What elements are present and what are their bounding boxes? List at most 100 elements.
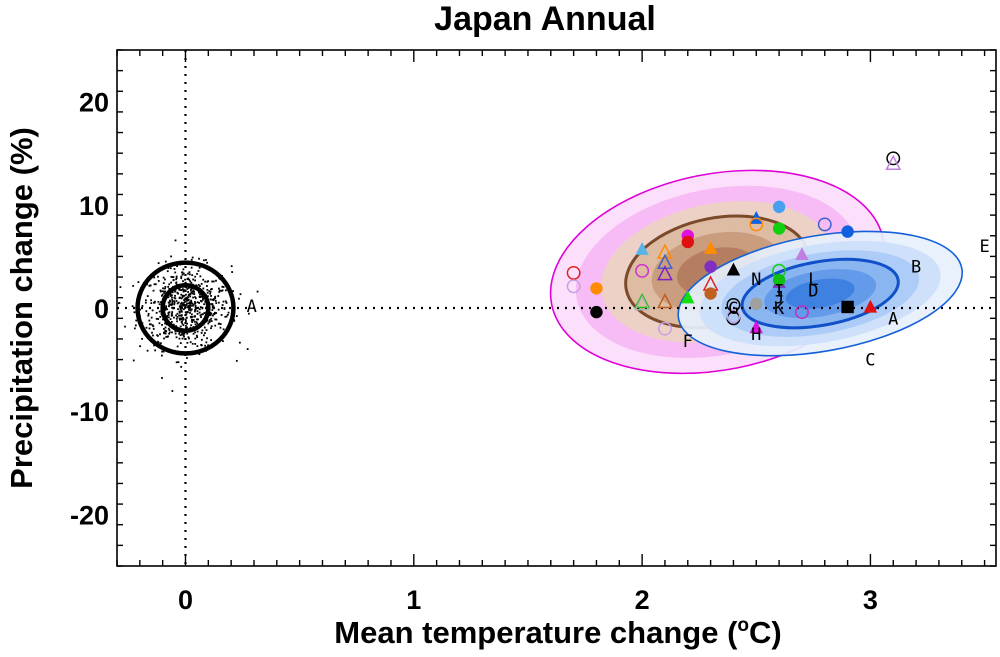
noise-dot xyxy=(209,292,212,295)
noise-dot xyxy=(152,328,155,330)
y-axis-title: Precipitation change (%) xyxy=(4,127,39,489)
noise-dot xyxy=(164,285,167,288)
noise-dot xyxy=(165,335,168,338)
noise-dot xyxy=(186,332,189,335)
noise-dot xyxy=(174,290,176,293)
plot-content: A B C D E F GH IJK L N A xyxy=(117,50,996,566)
noise-dot xyxy=(182,316,184,319)
data-point-triangle xyxy=(635,241,649,255)
noise-dot xyxy=(163,290,166,293)
noise-dot xyxy=(219,323,222,325)
noise-dot xyxy=(185,304,188,306)
noise-dot xyxy=(188,271,191,274)
noise-dot xyxy=(184,278,186,281)
noise-dot xyxy=(159,342,162,345)
noise-dot xyxy=(200,316,202,319)
letter-label: D xyxy=(808,281,818,301)
data-point-triangle xyxy=(703,240,718,254)
noise-dot xyxy=(187,307,190,309)
noise-dot xyxy=(192,304,194,307)
noise-dot xyxy=(166,308,169,311)
noise-dot xyxy=(180,301,183,304)
noise-dot xyxy=(176,320,178,323)
letter-label: I xyxy=(774,281,784,301)
noise-dot xyxy=(201,329,204,332)
noise-dot xyxy=(205,259,207,261)
noise-dot xyxy=(180,306,182,309)
noise-dot xyxy=(161,350,163,353)
noise-dot xyxy=(191,292,194,295)
noise-dot xyxy=(164,307,167,309)
noise-dot xyxy=(181,304,184,307)
noise-dot xyxy=(158,310,161,313)
noise-dot xyxy=(196,301,199,304)
data-point-triangle xyxy=(885,154,902,170)
noise-dot xyxy=(199,306,202,309)
noise-dot xyxy=(193,315,196,318)
noise-dot xyxy=(134,324,137,327)
noise-dot xyxy=(178,311,181,314)
noise-dot xyxy=(186,357,188,359)
noise-dot xyxy=(186,299,189,302)
noise-dot xyxy=(188,309,190,311)
noise-dot xyxy=(186,302,188,305)
noise-dot xyxy=(190,299,193,302)
noise-dot xyxy=(180,314,183,316)
noise-dot xyxy=(173,296,176,299)
noise-dot xyxy=(184,338,187,341)
noise-dot xyxy=(210,303,213,305)
noise-dot xyxy=(197,270,200,272)
noise-dot xyxy=(178,332,181,335)
data-point-triangle xyxy=(634,295,651,311)
noise-dot xyxy=(203,303,206,306)
noise-dot xyxy=(183,332,186,335)
noise-dot xyxy=(150,323,152,326)
noise-dot xyxy=(183,299,185,301)
noise-dot xyxy=(189,289,192,292)
data-point-triangle xyxy=(657,292,673,309)
noise-dot xyxy=(180,309,183,312)
noise-dot xyxy=(210,320,213,322)
noise-dot xyxy=(157,318,160,320)
noise-dot xyxy=(195,307,198,310)
noise-dot xyxy=(171,296,173,299)
noise-dot xyxy=(211,306,214,309)
noise-dot xyxy=(224,315,227,318)
noise-dot xyxy=(200,344,203,347)
noise-dot xyxy=(178,318,181,321)
noise-dot xyxy=(200,331,203,334)
noise-dot xyxy=(231,271,234,273)
noise-dot xyxy=(190,302,193,305)
noise-dot xyxy=(219,326,222,329)
noise-dot xyxy=(180,310,183,313)
noise-dot xyxy=(211,309,214,311)
noise-dot xyxy=(222,286,225,288)
noise-dot xyxy=(154,300,156,303)
noise-dot xyxy=(208,320,211,323)
noise-dot xyxy=(150,302,153,305)
noise-dot xyxy=(164,330,167,333)
noise-dot xyxy=(178,305,181,308)
noise-dot xyxy=(203,312,206,314)
letter-label: E xyxy=(979,237,989,257)
noise-dot xyxy=(162,287,164,290)
noise-dot xyxy=(168,311,171,314)
noise-dot xyxy=(166,270,169,273)
noise-dot xyxy=(173,316,175,319)
noise-dot xyxy=(205,341,208,344)
noise-dot xyxy=(180,289,183,292)
noise-dot xyxy=(173,300,176,303)
noise-dot xyxy=(161,293,164,296)
noise-dot xyxy=(189,309,192,312)
x-axis-title: Mean temperature change (oC) xyxy=(334,615,781,650)
noise-dot xyxy=(182,308,185,311)
noise-dot xyxy=(200,338,203,341)
noise-dot xyxy=(210,288,213,290)
noise-dot xyxy=(185,316,188,319)
noise-dot xyxy=(133,327,136,330)
noise-dot xyxy=(180,277,183,280)
noise-dot xyxy=(171,306,173,309)
noise-dot xyxy=(206,261,209,264)
noise-dot xyxy=(147,312,150,315)
noise-dot xyxy=(158,322,161,325)
